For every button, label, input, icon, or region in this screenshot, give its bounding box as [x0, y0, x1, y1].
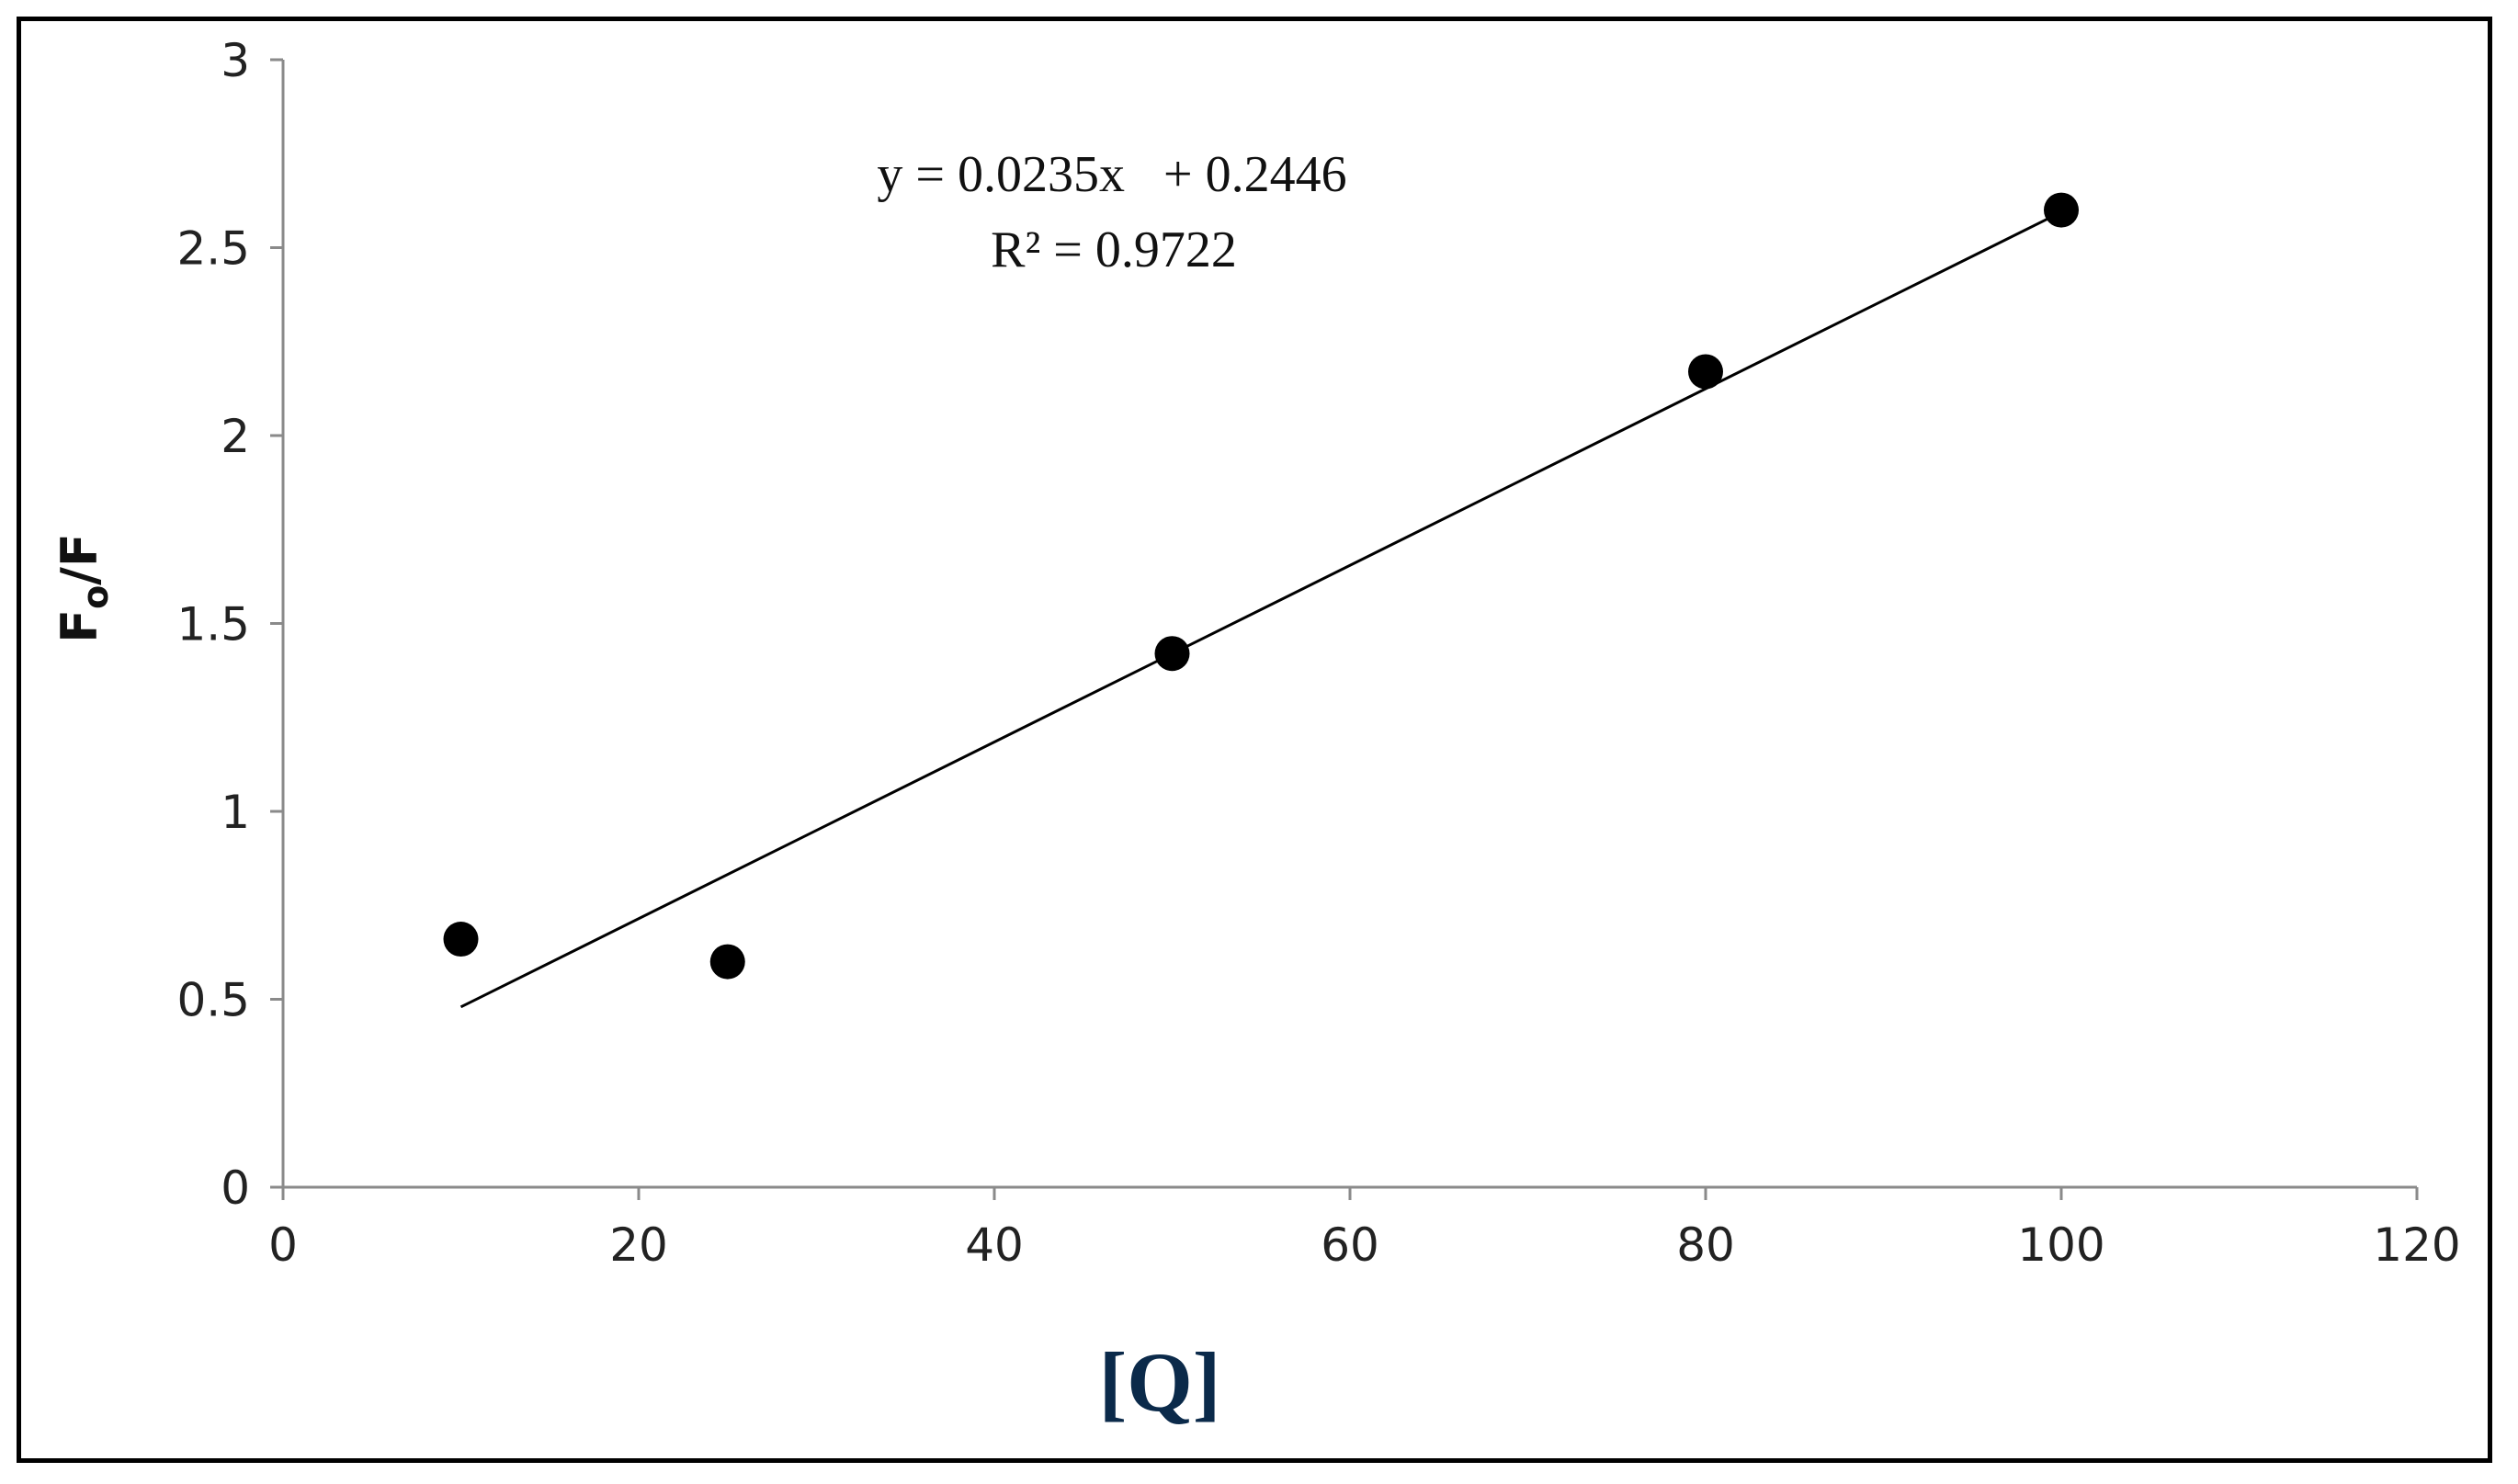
- data-point: [2044, 192, 2079, 228]
- x-axis-label: [Q]: [1099, 1335, 1221, 1429]
- y-tick-label: 2: [221, 410, 250, 463]
- x-tick-label: 40: [965, 1218, 1024, 1272]
- data-point: [1688, 354, 1723, 390]
- x-ticks: 0 20 40 60 80 100 120: [268, 1187, 2461, 1272]
- y-tick-label: 3: [221, 34, 250, 87]
- y-axis-label-main: F: [51, 609, 108, 643]
- x-tick-label: 120: [2373, 1218, 2460, 1272]
- y-tick-label: 0.5: [176, 974, 250, 1027]
- y-ticks: 0 0.5 1 1.5 2 2.5 3: [176, 34, 283, 1215]
- data-points: [443, 192, 2079, 980]
- axes: [281, 60, 2417, 1189]
- data-point: [1154, 636, 1190, 672]
- y-tick-label: 1.5: [176, 598, 250, 651]
- x-tick-label: 100: [2017, 1218, 2104, 1272]
- y-tick-label: 1: [221, 786, 250, 839]
- x-tick-label: 60: [1321, 1218, 1379, 1272]
- data-point: [443, 922, 479, 957]
- trendline: [459, 210, 2062, 1009]
- trendline-equation: y = 0.0235x + 0.2446: [877, 146, 1346, 203]
- y-axis-label-subscript: o: [75, 585, 116, 609]
- data-point: [709, 944, 745, 980]
- x-tick-label: 80: [1676, 1218, 1735, 1272]
- x-tick-label: 0: [268, 1218, 298, 1272]
- x-tick-label: 20: [609, 1218, 668, 1272]
- y-axis-label-tail: /F: [51, 533, 108, 585]
- y-tick-label: 0: [221, 1161, 250, 1215]
- y-tick-label: 2.5: [176, 222, 250, 276]
- r-squared-label: R² = 0.9722: [991, 221, 1237, 278]
- chart-frame: [17, 17, 2492, 1463]
- y-axis-label: Fo/F: [51, 533, 116, 643]
